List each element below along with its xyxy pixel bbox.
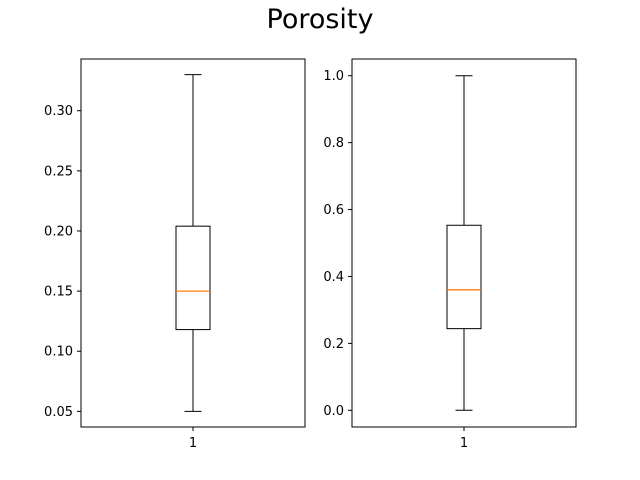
y-tick-label: 0.25: [44, 164, 73, 179]
iqr-box: [446, 224, 482, 330]
y-tick-label: 1.0: [323, 69, 344, 84]
y-tick-label: 0.05: [44, 405, 73, 420]
y-tick-label: 0.4: [323, 270, 344, 285]
subplot-right: 0.0 0.2 0.4 0.6 0.8 1.0 1: [323, 58, 577, 451]
iqr-box: [175, 225, 211, 331]
y-tick-label: 0.2: [323, 337, 344, 352]
y-tick-label: 0.15: [44, 285, 73, 300]
y-tick-label: 0.8: [323, 136, 344, 151]
x-tick-label: 1: [189, 436, 197, 451]
y-tick-label: 0.6: [323, 203, 344, 218]
subplot-left: 0.05 0.10 0.15 0.20 0.25 0.30 1: [44, 58, 306, 451]
y-tick-label: 0.0: [323, 404, 344, 419]
y-tick-label: 0.30: [44, 104, 73, 119]
x-tick-label: 1: [460, 436, 468, 451]
y-tick-label: 0.20: [44, 224, 73, 239]
y-tick-label: 0.10: [44, 345, 73, 360]
chart-title: Porosity: [266, 4, 374, 35]
